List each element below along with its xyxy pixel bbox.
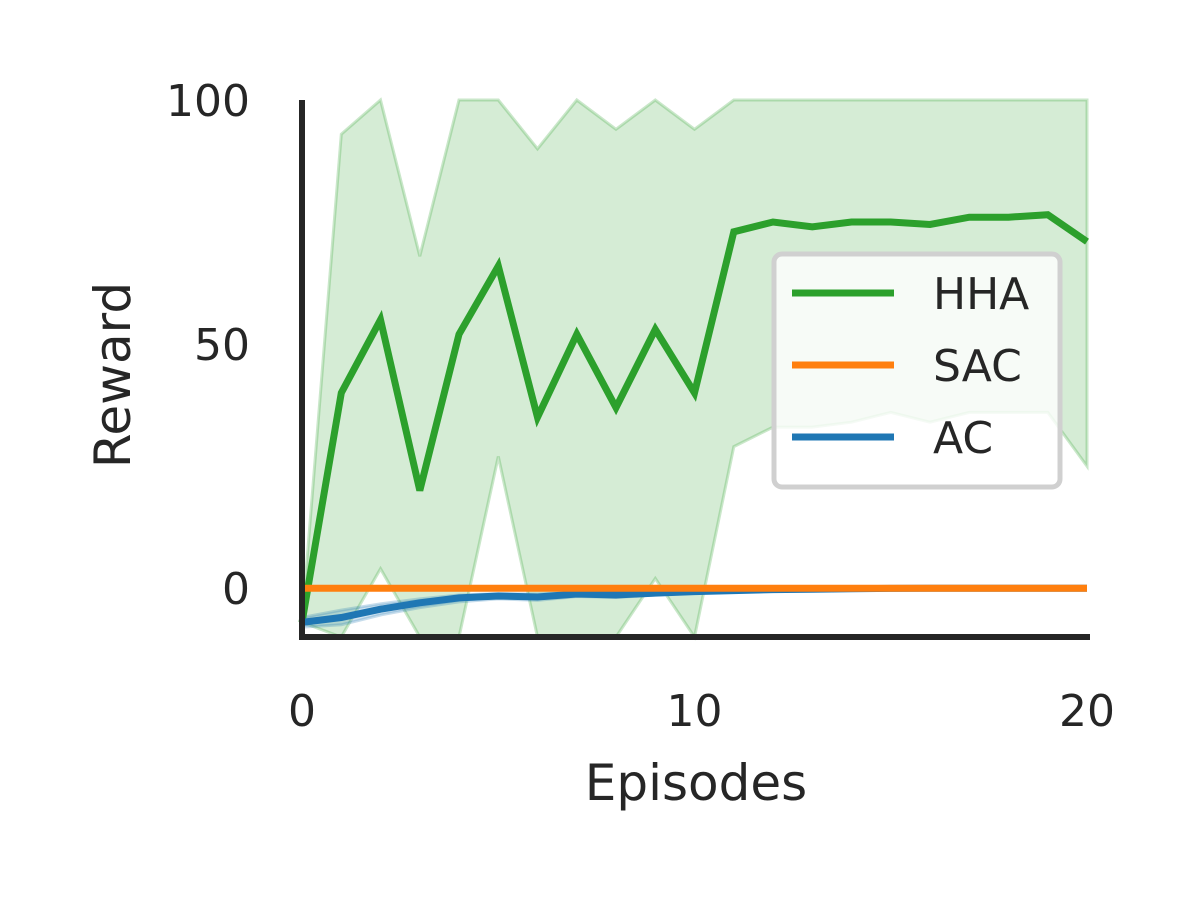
x-axis-label: Episodes — [585, 754, 807, 812]
y-tick-label: 100 — [166, 76, 250, 127]
hha-line — [298, 211, 1089, 623]
hha-legend-label: HHA — [933, 269, 1029, 320]
y-tick-label: 50 — [194, 320, 250, 371]
x-tick-label: 0 — [288, 686, 316, 737]
legend-box — [771, 251, 1063, 490]
series-lines — [298, 211, 1089, 626]
y-tick-labels: 0 50 100 — [166, 76, 250, 615]
ac-legend-label: AC — [933, 413, 993, 464]
x-tick-label: 20 — [1059, 686, 1115, 737]
y-axis-label: Reward — [84, 282, 142, 468]
axes — [299, 100, 1090, 640]
x-tick-label: 10 — [667, 686, 723, 737]
legend: HHA SAC AC — [771, 251, 1063, 490]
x-tick-labels: 0 10 20 — [288, 686, 1115, 737]
sac-legend-label: SAC — [933, 341, 1022, 392]
y-tick-label: 0 — [222, 564, 250, 615]
